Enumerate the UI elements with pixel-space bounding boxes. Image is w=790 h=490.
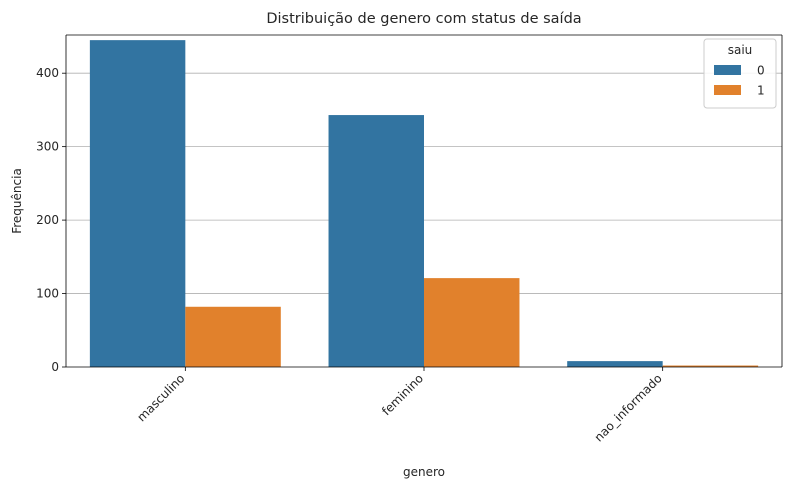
chart-title: Distribuição de genero com status de saí…: [266, 11, 581, 27]
y-tick-label: 0: [51, 360, 59, 374]
x-axis-label: genero: [403, 465, 445, 479]
bar-feminino-series-1: [424, 278, 520, 367]
bar-masculino-series-1: [185, 306, 281, 367]
legend-swatch-1: [714, 85, 741, 95]
legend-label-0: 0: [757, 64, 765, 78]
y-ticks: 0 100 200 300 400: [36, 66, 66, 374]
y-tick-label: 300: [36, 140, 59, 154]
legend: saiu 01: [703, 38, 777, 109]
bar-masculino-series-0: [89, 40, 186, 367]
legend-label-1: 1: [757, 84, 765, 98]
bar-nao_informado-series-1: [662, 365, 759, 367]
bar-feminino-series-0: [328, 115, 424, 367]
y-axis-label: Frequência: [10, 168, 24, 234]
bars: [89, 40, 759, 367]
bar-nao_informado-series-0: [567, 361, 663, 367]
y-tick-label: 100: [36, 287, 59, 301]
y-tick-label: 200: [36, 213, 59, 227]
legend-items: 01: [714, 64, 765, 98]
legend-title: saiu: [728, 43, 753, 57]
y-tick-label: 400: [36, 66, 59, 80]
legend-swatch-0: [714, 65, 741, 75]
